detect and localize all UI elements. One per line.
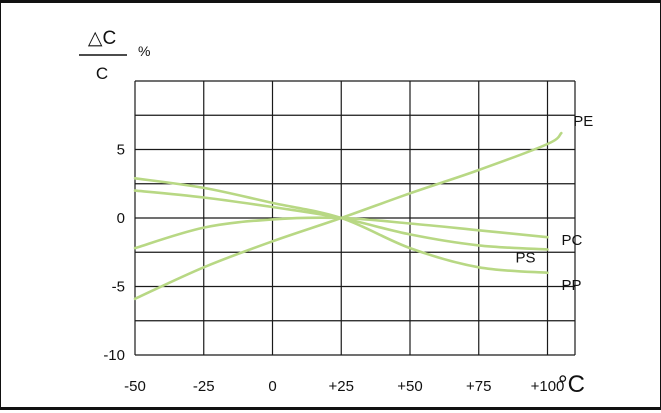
x-axis-unit: °C	[558, 371, 585, 398]
series-label-pc: PC	[562, 232, 583, 249]
x-tick-label: +50	[397, 378, 422, 395]
series-line-pp	[133, 177, 549, 275]
series-label-pp: PP	[562, 277, 582, 294]
series-line-pe	[133, 131, 563, 301]
y-label-numerator: △C	[88, 28, 116, 49]
chart-svg: -50 -25 0 +25 +50 +75 +100-10-505 △C C % °C PE…	[79, 28, 594, 398]
y-tick-label: 5	[117, 142, 125, 159]
x-tick-label: -25	[193, 378, 215, 395]
y-label-denominator: C	[96, 64, 108, 83]
series-label-ps: PS	[516, 250, 536, 267]
y-label-unit: %	[138, 43, 150, 59]
y-tick-label: -10	[103, 347, 125, 364]
x-tick-label: 0	[268, 378, 276, 395]
y-tick-label: 0	[117, 210, 125, 227]
x-tick-label: +75	[466, 378, 491, 395]
y-axis-label: △C C %	[79, 28, 150, 83]
x-tick-label: -50	[124, 378, 146, 395]
y-tick-label: -5	[112, 279, 125, 296]
series-labels: PE PC PS PP	[516, 113, 594, 294]
tick-labels: -50 -25 0 +25 +50 +75 +100-10-505	[103, 142, 564, 396]
x-tick-label: +100	[531, 378, 565, 395]
x-tick-label: +25	[329, 378, 354, 395]
series-label-pe: PE	[573, 113, 593, 130]
series-lines	[133, 131, 563, 301]
